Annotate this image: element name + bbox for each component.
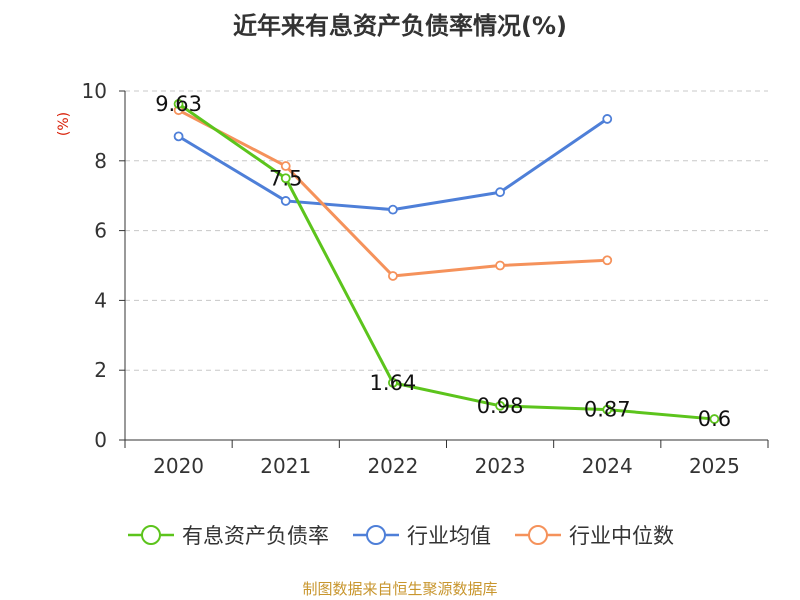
y-tick-label: 4 xyxy=(94,288,107,312)
legend-item-industry-median[interactable]: 行业中位数 xyxy=(513,520,674,550)
data-label: 0.98 xyxy=(477,394,524,418)
data-point-2 xyxy=(388,271,398,281)
data-point-2 xyxy=(280,161,291,171)
x-tick-label: 2023 xyxy=(475,454,526,478)
data-point-1 xyxy=(602,114,613,124)
chart-title: 近年来有息资产负债率情况(%) xyxy=(233,12,567,40)
data-point-0 xyxy=(280,173,291,184)
y-tick-label: 2 xyxy=(94,358,107,382)
x-tick-label: 2020 xyxy=(153,454,204,478)
legend-label-industry-mean: 行业均值 xyxy=(407,524,491,548)
data-label: 7.5 xyxy=(269,166,302,190)
data-point-1 xyxy=(495,187,505,198)
x-tick-label: 2024 xyxy=(582,454,633,478)
series-line-2 xyxy=(177,108,608,278)
data-label: 1.64 xyxy=(370,371,417,395)
x-tick-label: 2021 xyxy=(260,454,311,478)
data-point-0 xyxy=(495,400,505,411)
data-point-1 xyxy=(280,196,291,206)
legend-swatch-interest-debt-ratio xyxy=(128,525,174,545)
data-point-2 xyxy=(602,255,613,266)
legend-item-interest-debt-ratio[interactable]: 有息资产负债率 xyxy=(126,520,329,550)
series-line-0 xyxy=(177,102,715,421)
data-point-1 xyxy=(388,204,398,215)
y-tick-label: 0 xyxy=(94,428,107,452)
x-tick-label: 2025 xyxy=(689,454,740,478)
data-point-0 xyxy=(173,99,184,109)
series-line-1 xyxy=(177,117,609,212)
y-tick-label: 6 xyxy=(94,219,107,243)
y-tick-label: 8 xyxy=(94,149,107,173)
legend-label-interest-debt-ratio: 有息资产负债率 xyxy=(182,524,329,548)
data-point-0 xyxy=(388,377,398,388)
legend-swatch-industry-mean xyxy=(353,525,399,545)
data-point-1 xyxy=(173,131,184,142)
x-tick-label: 2022 xyxy=(367,454,418,478)
data-source-note: 制图数据来自恒生聚源数据库 xyxy=(302,580,498,598)
data-label: 0.6 xyxy=(698,407,731,431)
data-point-0 xyxy=(602,404,613,415)
legend: 有息资产负债率 行业均值 行业中位数 xyxy=(0,520,800,550)
legend-label-industry-median: 行业中位数 xyxy=(569,524,674,548)
legend-swatch-industry-median xyxy=(515,525,561,545)
data-point-2 xyxy=(495,260,505,271)
data-label: 0.87 xyxy=(584,398,631,422)
data-label: 9.63 xyxy=(155,92,202,116)
data-point-0 xyxy=(709,414,720,424)
legend-item-industry-mean[interactable]: 行业均值 xyxy=(351,520,491,550)
y-tick-label: 10 xyxy=(82,79,107,103)
